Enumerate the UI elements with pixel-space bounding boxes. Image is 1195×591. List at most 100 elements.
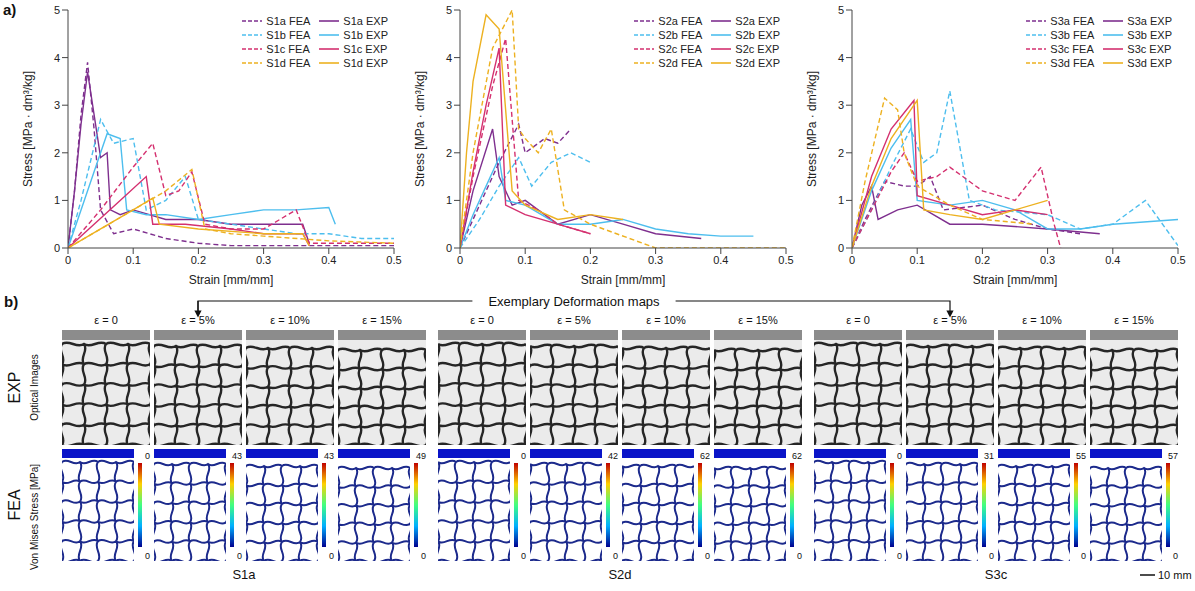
svg-text:ε = 0: ε = 0 bbox=[846, 314, 870, 326]
svg-text:43: 43 bbox=[232, 451, 242, 461]
svg-text:0.1: 0.1 bbox=[910, 254, 925, 266]
svg-text:ε = 0: ε = 0 bbox=[470, 314, 494, 326]
svg-text:3: 3 bbox=[54, 99, 60, 111]
html-text:S1d FEA: S1d FEA bbox=[266, 57, 311, 69]
svg-text:0: 0 bbox=[613, 551, 618, 561]
svg-text:0: 0 bbox=[521, 451, 526, 461]
html-text:S1a FEA: S1a FEA bbox=[266, 15, 311, 27]
svg-text:0.5: 0.5 bbox=[778, 254, 793, 266]
svg-text:Strain [mm/mm]: Strain [mm/mm] bbox=[581, 273, 666, 287]
svg-text:FEA: FEA bbox=[6, 489, 23, 520]
svg-text:0: 0 bbox=[329, 551, 334, 561]
svg-text:3: 3 bbox=[446, 99, 452, 111]
html-text:S2a EXP: S2a EXP bbox=[735, 15, 780, 27]
svg-text:EXP: EXP bbox=[6, 371, 23, 403]
svg-text:0: 0 bbox=[521, 551, 526, 561]
svg-text:5: 5 bbox=[838, 4, 844, 16]
html-text:S1b FEA: S1b FEA bbox=[266, 29, 311, 41]
svg-text:Exemplary Deformation maps: Exemplary Deformation maps bbox=[488, 294, 660, 309]
svg-text:0.1: 0.1 bbox=[126, 254, 141, 266]
svg-text:43: 43 bbox=[324, 451, 334, 461]
svg-text:0: 0 bbox=[838, 242, 844, 254]
svg-text:ε = 10%: ε = 10% bbox=[1022, 314, 1062, 326]
svg-text:0: 0 bbox=[457, 254, 463, 266]
svg-text:Stress [MPa · dm³/kg]: Stress [MPa · dm³/kg] bbox=[21, 71, 35, 187]
svg-text:5: 5 bbox=[54, 4, 60, 16]
svg-text:4: 4 bbox=[54, 52, 60, 64]
svg-text:Strain [mm/mm]: Strain [mm/mm] bbox=[189, 273, 274, 287]
html-text:S2a FEA: S2a FEA bbox=[658, 15, 703, 27]
svg-text:b): b) bbox=[4, 293, 18, 310]
svg-text:0: 0 bbox=[705, 551, 710, 561]
svg-text:0.4: 0.4 bbox=[1105, 254, 1120, 266]
svg-text:2: 2 bbox=[446, 147, 452, 159]
svg-text:0.3: 0.3 bbox=[256, 254, 271, 266]
svg-text:0: 0 bbox=[446, 242, 452, 254]
svg-text:Stress [MPa · dm³/kg]: Stress [MPa · dm³/kg] bbox=[413, 71, 427, 187]
svg-text:0: 0 bbox=[54, 242, 60, 254]
svg-text:1: 1 bbox=[54, 194, 60, 206]
svg-text:S2d: S2d bbox=[608, 567, 631, 582]
svg-text:ε = 15%: ε = 15% bbox=[362, 314, 402, 326]
svg-text:ε = 5%: ε = 5% bbox=[933, 314, 967, 326]
svg-text:2: 2 bbox=[54, 147, 60, 159]
svg-text:0.4: 0.4 bbox=[321, 254, 336, 266]
svg-text:Strain [mm/mm]: Strain [mm/mm] bbox=[973, 273, 1058, 287]
svg-text:Stress [MPa · dm³/kg]: Stress [MPa · dm³/kg] bbox=[805, 71, 819, 187]
svg-text:0.4: 0.4 bbox=[713, 254, 728, 266]
svg-text:0: 0 bbox=[145, 551, 150, 561]
svg-text:5: 5 bbox=[446, 4, 452, 16]
html-text:S1a EXP: S1a EXP bbox=[343, 15, 388, 27]
html-text:a): a) bbox=[3, 1, 17, 18]
svg-text:ε = 0: ε = 0 bbox=[94, 314, 118, 326]
svg-text:55: 55 bbox=[1076, 451, 1086, 461]
svg-text:10 mm: 10 mm bbox=[1158, 569, 1192, 581]
svg-text:0.3: 0.3 bbox=[1040, 254, 1055, 266]
svg-text:0.1: 0.1 bbox=[518, 254, 533, 266]
svg-text:3: 3 bbox=[838, 99, 844, 111]
svg-text:31: 31 bbox=[984, 451, 994, 461]
svg-text:0: 0 bbox=[1173, 551, 1178, 561]
svg-text:4: 4 bbox=[446, 52, 452, 64]
svg-text:ε = 15%: ε = 15% bbox=[1114, 314, 1154, 326]
svg-text:1: 1 bbox=[446, 194, 452, 206]
svg-text:0: 0 bbox=[237, 551, 242, 561]
svg-text:Optical Images: Optical Images bbox=[29, 354, 40, 421]
svg-text:0: 0 bbox=[849, 254, 855, 266]
svg-text:ε = 15%: ε = 15% bbox=[738, 314, 778, 326]
svg-text:S1a: S1a bbox=[232, 567, 256, 582]
html-text:S1c FEA: S1c FEA bbox=[266, 43, 310, 55]
svg-text:57: 57 bbox=[1168, 451, 1178, 461]
svg-text:0.5: 0.5 bbox=[1170, 254, 1185, 266]
svg-text:0: 0 bbox=[897, 451, 902, 461]
svg-text:42: 42 bbox=[608, 451, 618, 461]
html-text:S1c EXP: S1c EXP bbox=[343, 43, 388, 55]
svg-text:0.2: 0.2 bbox=[583, 254, 598, 266]
svg-text:S3c: S3c bbox=[985, 567, 1008, 582]
svg-text:2: 2 bbox=[838, 147, 844, 159]
svg-text:4: 4 bbox=[838, 52, 844, 64]
svg-text:0: 0 bbox=[421, 551, 426, 561]
svg-text:ε = 10%: ε = 10% bbox=[646, 314, 686, 326]
svg-text:62: 62 bbox=[700, 451, 710, 461]
svg-text:ε = 5%: ε = 5% bbox=[557, 314, 591, 326]
svg-text:ε = 5%: ε = 5% bbox=[181, 314, 215, 326]
svg-text:49: 49 bbox=[416, 451, 426, 461]
svg-text:Von Mises Stress [MPa]: Von Mises Stress [MPa] bbox=[29, 464, 40, 570]
html-text:S1b EXP: S1b EXP bbox=[343, 29, 388, 41]
svg-text:0.2: 0.2 bbox=[975, 254, 990, 266]
svg-text:1: 1 bbox=[838, 194, 844, 206]
svg-text:0: 0 bbox=[145, 451, 150, 461]
svg-text:0: 0 bbox=[65, 254, 71, 266]
html-text:S1d EXP: S1d EXP bbox=[343, 57, 388, 69]
svg-text:ε = 10%: ε = 10% bbox=[270, 314, 310, 326]
svg-text:62: 62 bbox=[792, 451, 802, 461]
svg-text:0: 0 bbox=[989, 551, 994, 561]
svg-text:0: 0 bbox=[797, 551, 802, 561]
html-text:S2b FEA: S2b FEA bbox=[658, 29, 703, 41]
svg-text:0.2: 0.2 bbox=[191, 254, 206, 266]
svg-text:0.3: 0.3 bbox=[648, 254, 663, 266]
svg-text:0: 0 bbox=[1081, 551, 1086, 561]
svg-text:0: 0 bbox=[897, 551, 902, 561]
svg-text:0.5: 0.5 bbox=[386, 254, 401, 266]
